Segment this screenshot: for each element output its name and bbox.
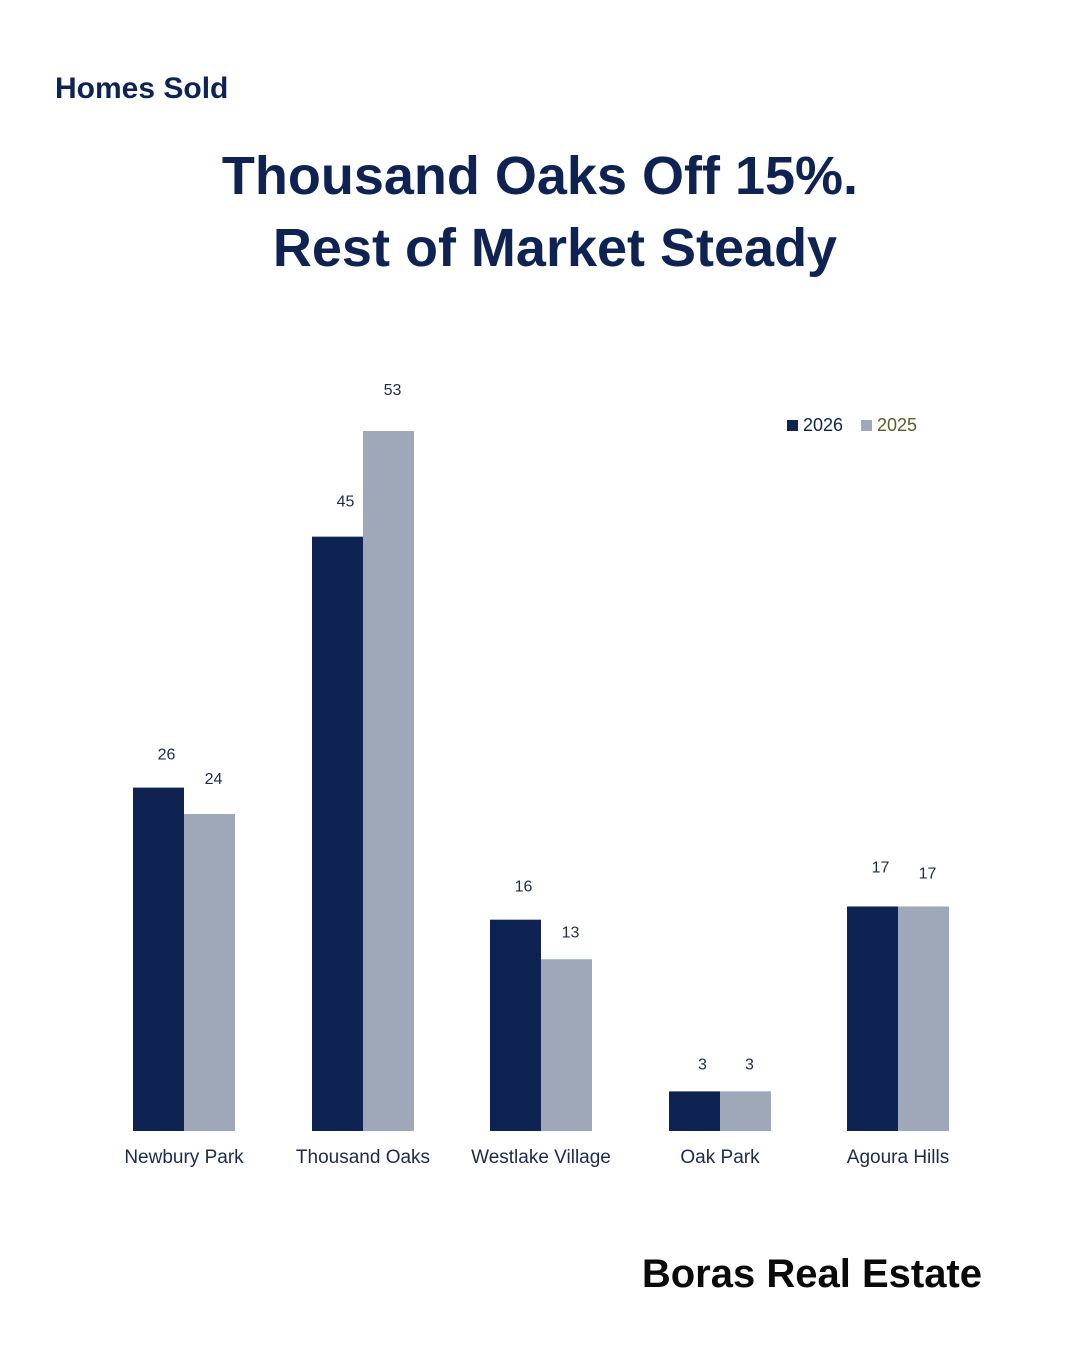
category-label-agoura-hills: Agoura Hills <box>847 1147 949 1168</box>
category-label-westlake-village: Westlake Village <box>471 1147 611 1168</box>
bar-2025-oak-park <box>720 1091 771 1131</box>
section-label: Homes Sold <box>55 72 229 105</box>
data-label-2026-agoura-hills: 17 <box>872 859 890 876</box>
bar-chart: 26 24 Newbury Park 45 53 Thousand Oaks 16 13 Wes… <box>124 382 949 1168</box>
chart-title: Thousand Oaks Off 15%. Rest of Market St… <box>0 140 1080 284</box>
data-label-2025-newbury-park: 24 <box>205 771 223 788</box>
bar-2026-newbury-park <box>133 787 184 1131</box>
legend-label-2026: 2026 <box>803 415 843 435</box>
legend: 2026 2025 <box>787 415 917 435</box>
chart-title-line2: Rest of Market Steady <box>272 218 838 278</box>
data-label-2025-thousand-oaks: 53 <box>384 382 402 399</box>
legend-swatch-2026 <box>787 420 798 431</box>
category-label-oak-park: Oak Park <box>680 1147 760 1168</box>
bar-2025-thousand-oaks <box>363 431 414 1131</box>
data-label-2026-newbury-park: 26 <box>158 747 176 764</box>
category-label-newbury-park: Newbury Park <box>124 1147 244 1168</box>
bar-2026-oak-park <box>669 1091 720 1131</box>
bar-2026-westlake-village <box>490 919 541 1131</box>
bar-2026-agoura-hills <box>847 906 898 1131</box>
bars-layer <box>133 431 949 1131</box>
labels-layer: 26 24 Newbury Park 45 53 Thousand Oaks 16 13 Wes… <box>124 382 949 1168</box>
brand-name: Boras Real Estate <box>641 1252 982 1296</box>
data-label-2026-oak-park: 3 <box>698 1056 707 1073</box>
chart-title-line1: Thousand Oaks Off 15%. <box>221 146 859 206</box>
data-label-2026-thousand-oaks: 45 <box>337 494 355 511</box>
legend-swatch-2025 <box>861 420 872 431</box>
data-label-2025-westlake-village: 13 <box>562 924 580 941</box>
data-label-2025-oak-park: 3 <box>745 1056 754 1073</box>
bar-2025-newbury-park <box>184 814 235 1131</box>
bar-2025-westlake-village <box>541 959 592 1131</box>
data-label-2026-westlake-village: 16 <box>515 879 533 896</box>
category-label-thousand-oaks: Thousand Oaks <box>296 1147 430 1168</box>
data-label-2025-agoura-hills: 17 <box>919 865 937 882</box>
bar-2026-thousand-oaks <box>312 536 363 1131</box>
bar-2025-agoura-hills <box>898 906 949 1131</box>
legend-label-2025: 2025 <box>877 415 917 435</box>
